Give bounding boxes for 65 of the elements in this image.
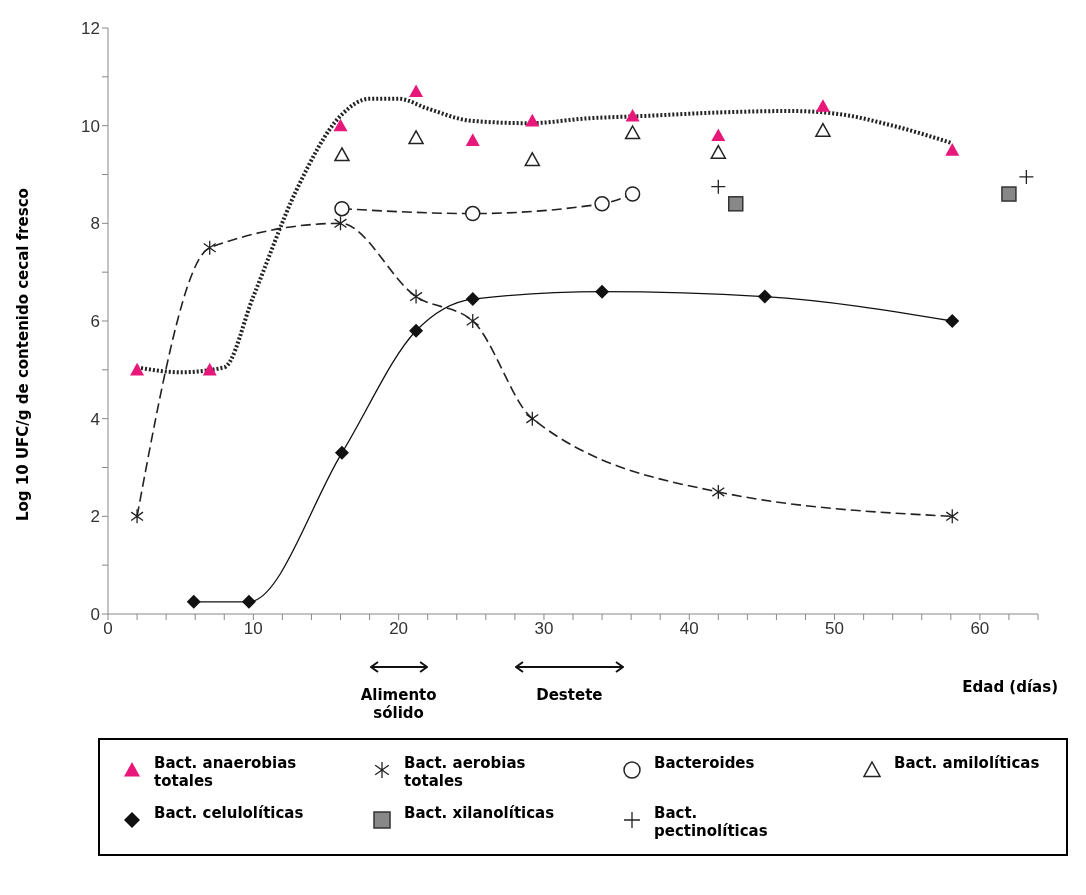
point: [464, 205, 481, 222]
point: [1018, 169, 1035, 185]
point: [815, 122, 831, 137]
point: [202, 362, 217, 376]
point: [624, 186, 641, 202]
y-tick-label: 12: [81, 19, 100, 39]
point: [465, 292, 480, 307]
y-tick-label: 2: [90, 507, 100, 527]
point: [408, 130, 424, 145]
y-tick-label: 8: [90, 214, 100, 234]
point: [466, 313, 480, 329]
legend-label: Bacteroides: [654, 754, 756, 772]
point: [524, 152, 541, 167]
y-axis-title: Log 10 UFC/g de contenido cecal fresco: [14, 188, 33, 521]
point: [711, 484, 725, 500]
point: [625, 108, 640, 122]
point: [203, 240, 217, 256]
point: [711, 128, 726, 142]
point: [241, 594, 256, 609]
text: Destete: [535, 686, 604, 704]
point: [333, 118, 348, 132]
point: [757, 289, 772, 304]
legend-label: Bact. xilanolíticas: [404, 804, 556, 822]
x-tick-label: 0: [103, 619, 113, 639]
point: [333, 215, 348, 231]
point: [945, 314, 960, 328]
x-tick-label: 30: [534, 619, 554, 639]
point: [334, 200, 350, 217]
x-tick-label: 10: [243, 619, 263, 639]
point: [130, 508, 144, 524]
y-tick-label: 4: [90, 409, 100, 429]
point: [945, 508, 959, 524]
point: [409, 288, 423, 305]
point: [595, 284, 610, 299]
y-tick-label: 6: [90, 312, 100, 332]
point: [594, 196, 610, 212]
point: [945, 143, 960, 156]
point: [525, 113, 540, 127]
point: [409, 84, 424, 98]
x-axis-title: Edad (días): [962, 678, 1058, 696]
point: [465, 133, 480, 146]
x-tick-label: 40: [679, 619, 699, 639]
x-tick-label: 20: [389, 619, 409, 639]
y-tick-label: 10: [81, 116, 100, 136]
legend-label: Bact. amilolíticas: [894, 754, 1041, 772]
point: [815, 99, 830, 112]
point: [186, 594, 201, 609]
legend-label: Bact. celulolíticas: [154, 804, 305, 822]
legend-label: Bact. aerobias totales: [404, 754, 527, 790]
x-tick-label: 50: [825, 619, 845, 639]
x-tick-label: 60: [970, 619, 990, 639]
point: [710, 144, 727, 159]
point: [728, 196, 744, 212]
text: Alimento sólido: [359, 686, 438, 722]
point: [130, 362, 145, 376]
point: [710, 179, 726, 195]
point: [1001, 186, 1017, 202]
point: [409, 323, 424, 338]
y-tick-label: 0: [90, 605, 100, 625]
legend-label: Bact. anaerobias totales: [154, 754, 298, 790]
legend-label: Bact. pectinolíticas: [654, 804, 769, 840]
point: [334, 445, 349, 460]
point: [525, 411, 539, 427]
point: [624, 125, 641, 140]
point: [334, 147, 350, 162]
